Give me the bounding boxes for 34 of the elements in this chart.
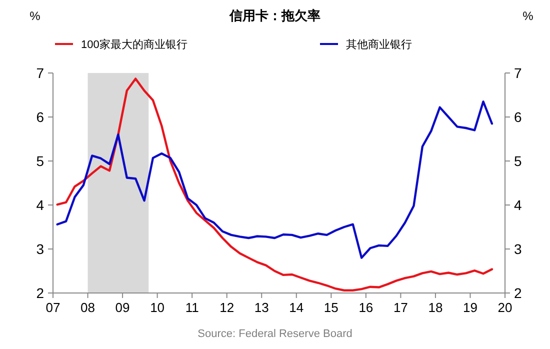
source-note: Source: Federal Reserve Board bbox=[198, 328, 352, 340]
y2-tick-label: 4 bbox=[514, 197, 522, 213]
y2-tick-label: 2 bbox=[514, 285, 522, 301]
x-tick-label: 14 bbox=[289, 300, 304, 315]
y-tick-label: 7 bbox=[36, 65, 44, 81]
x-tick-label: 09 bbox=[115, 300, 130, 315]
x-tick-label: 10 bbox=[150, 300, 165, 315]
y2-tick-label: 7 bbox=[514, 65, 522, 81]
y-tick-label: 4 bbox=[36, 197, 44, 213]
legend-label: 其他商业银行 bbox=[346, 38, 412, 51]
y2-tick-label: 6 bbox=[514, 109, 522, 125]
x-tick-label: 07 bbox=[46, 300, 60, 315]
line-series bbox=[56, 100, 494, 259]
line-series bbox=[56, 78, 494, 292]
x-tick-label: 17 bbox=[393, 300, 408, 315]
x-tick-label: 18 bbox=[428, 300, 443, 315]
y-tick-label: 2 bbox=[36, 285, 44, 301]
x-tick-label: 12 bbox=[220, 300, 234, 315]
y-axis-title: % bbox=[30, 9, 41, 23]
x-tick-label: 15 bbox=[324, 300, 338, 315]
x-tick-label: 19 bbox=[462, 300, 478, 315]
x-tick-label: 08 bbox=[80, 300, 96, 315]
y-tick-label: 3 bbox=[36, 241, 44, 257]
x-tick-label: 20 bbox=[498, 300, 512, 315]
chart-title: 信用卡：拖欠率 bbox=[228, 8, 320, 23]
y2-tick-label: 5 bbox=[514, 153, 522, 169]
y-tick-label: 6 bbox=[36, 109, 44, 125]
x-tick-label: 11 bbox=[185, 300, 199, 315]
x-tick-label: 13 bbox=[254, 300, 269, 315]
legend-label: 100家最大的商业银行 bbox=[81, 38, 188, 51]
x-tick-label: 16 bbox=[358, 300, 374, 315]
y2-axis-title: % bbox=[522, 9, 534, 23]
y-tick-label: 5 bbox=[36, 153, 44, 169]
y2-tick-label: 3 bbox=[514, 241, 522, 257]
